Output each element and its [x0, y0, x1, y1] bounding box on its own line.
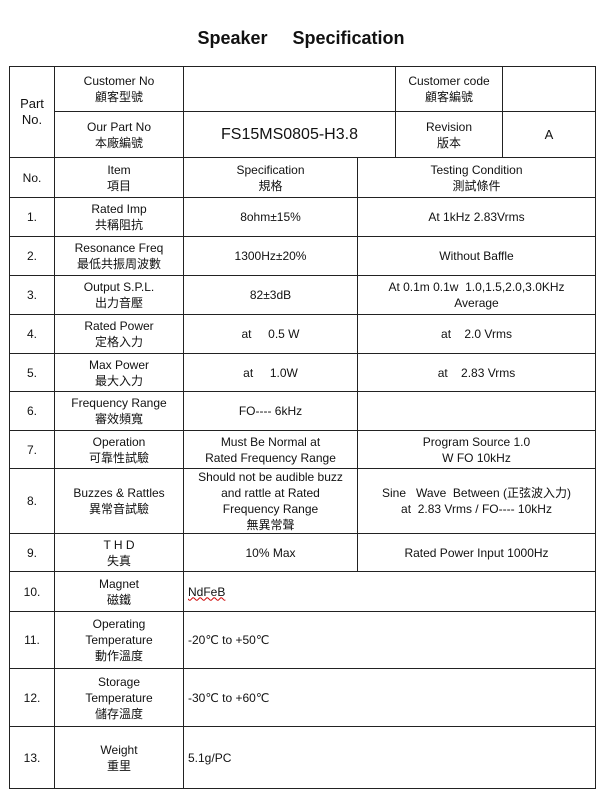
table-row: 6. Frequency Range 審效頻寬 FO---- 6kHz: [9, 391, 596, 431]
row-condition: at 2.83 Vrms: [357, 353, 596, 392]
row-spec: at 0.5 W: [183, 314, 358, 354]
table-row: 13. Weight 重里 5.1g/PC: [9, 726, 596, 789]
title-word-1: Speaker: [197, 28, 268, 48]
our-part-no-value: FS15MS0805-H3.8: [183, 111, 396, 158]
row-value: -30℃ to +60℃: [183, 668, 596, 727]
row-spec: 82±3dB: [183, 275, 358, 315]
revision-label: Revision 版本: [395, 111, 503, 158]
row-item: Resonance Freq 最低共振周波數: [54, 236, 184, 276]
customer-no-label: Customer No 顧客型號: [54, 66, 184, 112]
table-row: 2. Resonance Freq 最低共振周波數 1300Hz±20% Without…: [9, 236, 596, 276]
table-row: 7. Operation 可靠性試驗 Must Be Normal at Rated F…: [9, 430, 596, 469]
col-condition: Testing Condition 測試條件: [357, 157, 596, 198]
row-item: Rated Power 定格入力: [54, 314, 184, 354]
title-word-2: Specification: [292, 28, 405, 48]
part-no-label: Part No.: [9, 66, 55, 158]
customer-code-value: [502, 66, 596, 112]
revision-value: A: [502, 111, 596, 158]
row-no: 13.: [9, 726, 55, 789]
column-header-row: No. Item 項目 Specification 規格 Testing Condi…: [9, 157, 596, 198]
row-no: 4.: [9, 314, 55, 354]
row-value: 5.1g/PC: [183, 726, 596, 789]
row-no: 1.: [9, 197, 55, 237]
table-row: 11. Operating Temperature 動作溫度 -20℃ to +50℃: [9, 611, 596, 669]
table-row: 8. Buzzes & Rattles 異常音試驗 Should not be aud…: [9, 468, 596, 534]
row-item: T H D 失真: [54, 533, 184, 572]
row-condition: Without Baffle: [357, 236, 596, 276]
spec-table: No. Item 項目 Specification 規格 Testing Condi…: [9, 157, 596, 789]
table-row: 10. Magnet 磁鐵 NdFeB: [9, 571, 596, 612]
row-condition: at 2.0 Vrms: [357, 314, 596, 354]
row-item: Frequency Range 審效頻寬: [54, 391, 184, 431]
row-no: 8.: [9, 468, 55, 534]
row-item: Storage Temperature 儲存溫度: [54, 668, 184, 727]
row-spec: 8ohm±15%: [183, 197, 358, 237]
row-spec: Must Be Normal at Rated Frequency Range: [183, 430, 358, 469]
table-row: 1. Rated Imp 共稱阻抗 8ohm±15% At 1kHz 2.83Vrms: [9, 197, 596, 237]
row-spec: 10% Max: [183, 533, 358, 572]
customer-code-label: Customer code 顧客編號: [395, 66, 503, 112]
row-item: Weight 重里: [54, 726, 184, 789]
col-item: Item 項目: [54, 157, 184, 198]
table-row: 9. T H D 失真 10% Max Rated Power Input 1000Hz: [9, 533, 596, 572]
table-row: 3. Output S.P.L. 出力音壓 82±3dB At 0.1m 0.1w 1.…: [9, 275, 596, 315]
row-item: Max Power 最大入力: [54, 353, 184, 392]
row-condition: At 0.1m 0.1w 1.0,1.5,2.0,3.0KHz Average: [357, 275, 596, 315]
row-no: 9.: [9, 533, 55, 572]
row-spec: 1300Hz±20%: [183, 236, 358, 276]
row-spec: at 1.0W: [183, 353, 358, 392]
row-spec: FO---- 6kHz: [183, 391, 358, 431]
table-row: 12. Storage Temperature 儲存溫度 -30℃ to +60℃: [9, 668, 596, 727]
row-item: Operating Temperature 動作溫度: [54, 611, 184, 669]
row-condition: [357, 391, 596, 431]
table-row: 5. Max Power 最大入力 at 1.0W at 2.83 Vrms: [9, 353, 596, 392]
row-condition: At 1kHz 2.83Vrms: [357, 197, 596, 237]
row-spec: Should not be audible buzz and rattle at …: [183, 468, 358, 534]
row-no: 10.: [9, 571, 55, 612]
row-condition: Program Source 1.0 W FO 10kHz: [357, 430, 596, 469]
row-value: NdFeB: [183, 571, 596, 612]
row-no: 7.: [9, 430, 55, 469]
row-item: Rated Imp 共稱阻抗: [54, 197, 184, 237]
col-spec: Specification 規格: [183, 157, 358, 198]
row-no: 6.: [9, 391, 55, 431]
page-title: Speaker Specification: [0, 28, 602, 49]
customer-no-value: [183, 66, 396, 112]
row-no: 2.: [9, 236, 55, 276]
row-item: Output S.P.L. 出力音壓: [54, 275, 184, 315]
row-value: -20℃ to +50℃: [183, 611, 596, 669]
col-no: No.: [9, 157, 55, 198]
row-condition: Rated Power Input 1000Hz: [357, 533, 596, 572]
our-part-no-label: Our Part No 本廠編號: [54, 111, 184, 158]
row-item: Magnet 磁鐵: [54, 571, 184, 612]
row-no: 3.: [9, 275, 55, 315]
row-item: Operation 可靠性試驗: [54, 430, 184, 469]
row-no: 12.: [9, 668, 55, 727]
row-no: 11.: [9, 611, 55, 669]
row-condition: Sine Wave Between (正弦波入力) at 2.83 Vrms / …: [357, 468, 596, 534]
part-info-table: Part No. Customer No 顧客型號 Customer code 顧客…: [9, 66, 596, 158]
row-no: 5.: [9, 353, 55, 392]
row-item: Buzzes & Rattles 異常音試驗: [54, 468, 184, 534]
